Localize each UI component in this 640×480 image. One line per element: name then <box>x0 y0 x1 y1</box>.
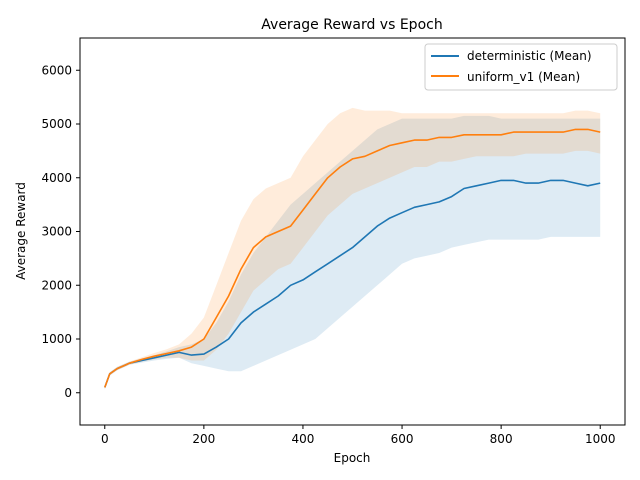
y-tick-label: 2000 <box>41 278 72 292</box>
y-axis-label: Average Reward <box>14 182 28 280</box>
x-axis: 0 200 400 600 800 1000 <box>101 425 616 446</box>
x-tick-label: 200 <box>192 432 215 446</box>
x-tick-label: 0 <box>101 432 109 446</box>
y-tick-label: 3000 <box>41 225 72 239</box>
series-lines <box>104 128 601 388</box>
x-axis-label: Epoch <box>334 451 371 465</box>
chart-title: Average Reward vs Epoch <box>261 17 442 33</box>
legend-label-deterministic: deterministic (Mean) <box>467 49 592 63</box>
line-deterministic <box>104 179 601 388</box>
x-tick-label: 1000 <box>585 432 616 446</box>
legend-box <box>424 43 618 91</box>
legend-label-uniform-v1: uniform_v1 (Mean) <box>467 70 580 84</box>
x-tick-label: 600 <box>391 432 414 446</box>
x-tick-label: 400 <box>292 432 315 446</box>
y-tick-label: 6000 <box>41 63 72 77</box>
x-tick-label: 800 <box>490 432 513 446</box>
line-uniform-v1 <box>104 128 601 388</box>
y-axis: 0 1000 2000 3000 4000 5000 6000 <box>41 63 80 400</box>
y-tick-label: 1000 <box>41 332 72 346</box>
band-uniform-v1 <box>104 107 601 390</box>
y-tick-label: 4000 <box>41 171 72 185</box>
y-tick-label: 5000 <box>41 117 72 131</box>
confidence-bands <box>104 107 601 390</box>
band-deterministic <box>104 115 601 390</box>
y-tick-label: 0 <box>64 386 72 400</box>
legend: deterministic (Mean) uniform_v1 (Mean) <box>424 43 618 91</box>
